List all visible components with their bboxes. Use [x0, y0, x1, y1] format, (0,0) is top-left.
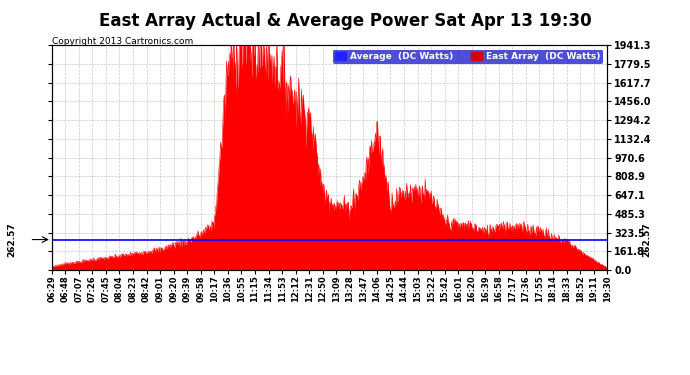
Text: 262.57: 262.57 [8, 222, 17, 257]
Text: Copyright 2013 Cartronics.com: Copyright 2013 Cartronics.com [52, 38, 193, 46]
Legend: Average  (DC Watts), East Array  (DC Watts): Average (DC Watts), East Array (DC Watts… [333, 50, 602, 64]
Text: East Array Actual & Average Power Sat Apr 13 19:30: East Array Actual & Average Power Sat Ap… [99, 12, 591, 30]
Text: 262.57: 262.57 [642, 222, 651, 257]
